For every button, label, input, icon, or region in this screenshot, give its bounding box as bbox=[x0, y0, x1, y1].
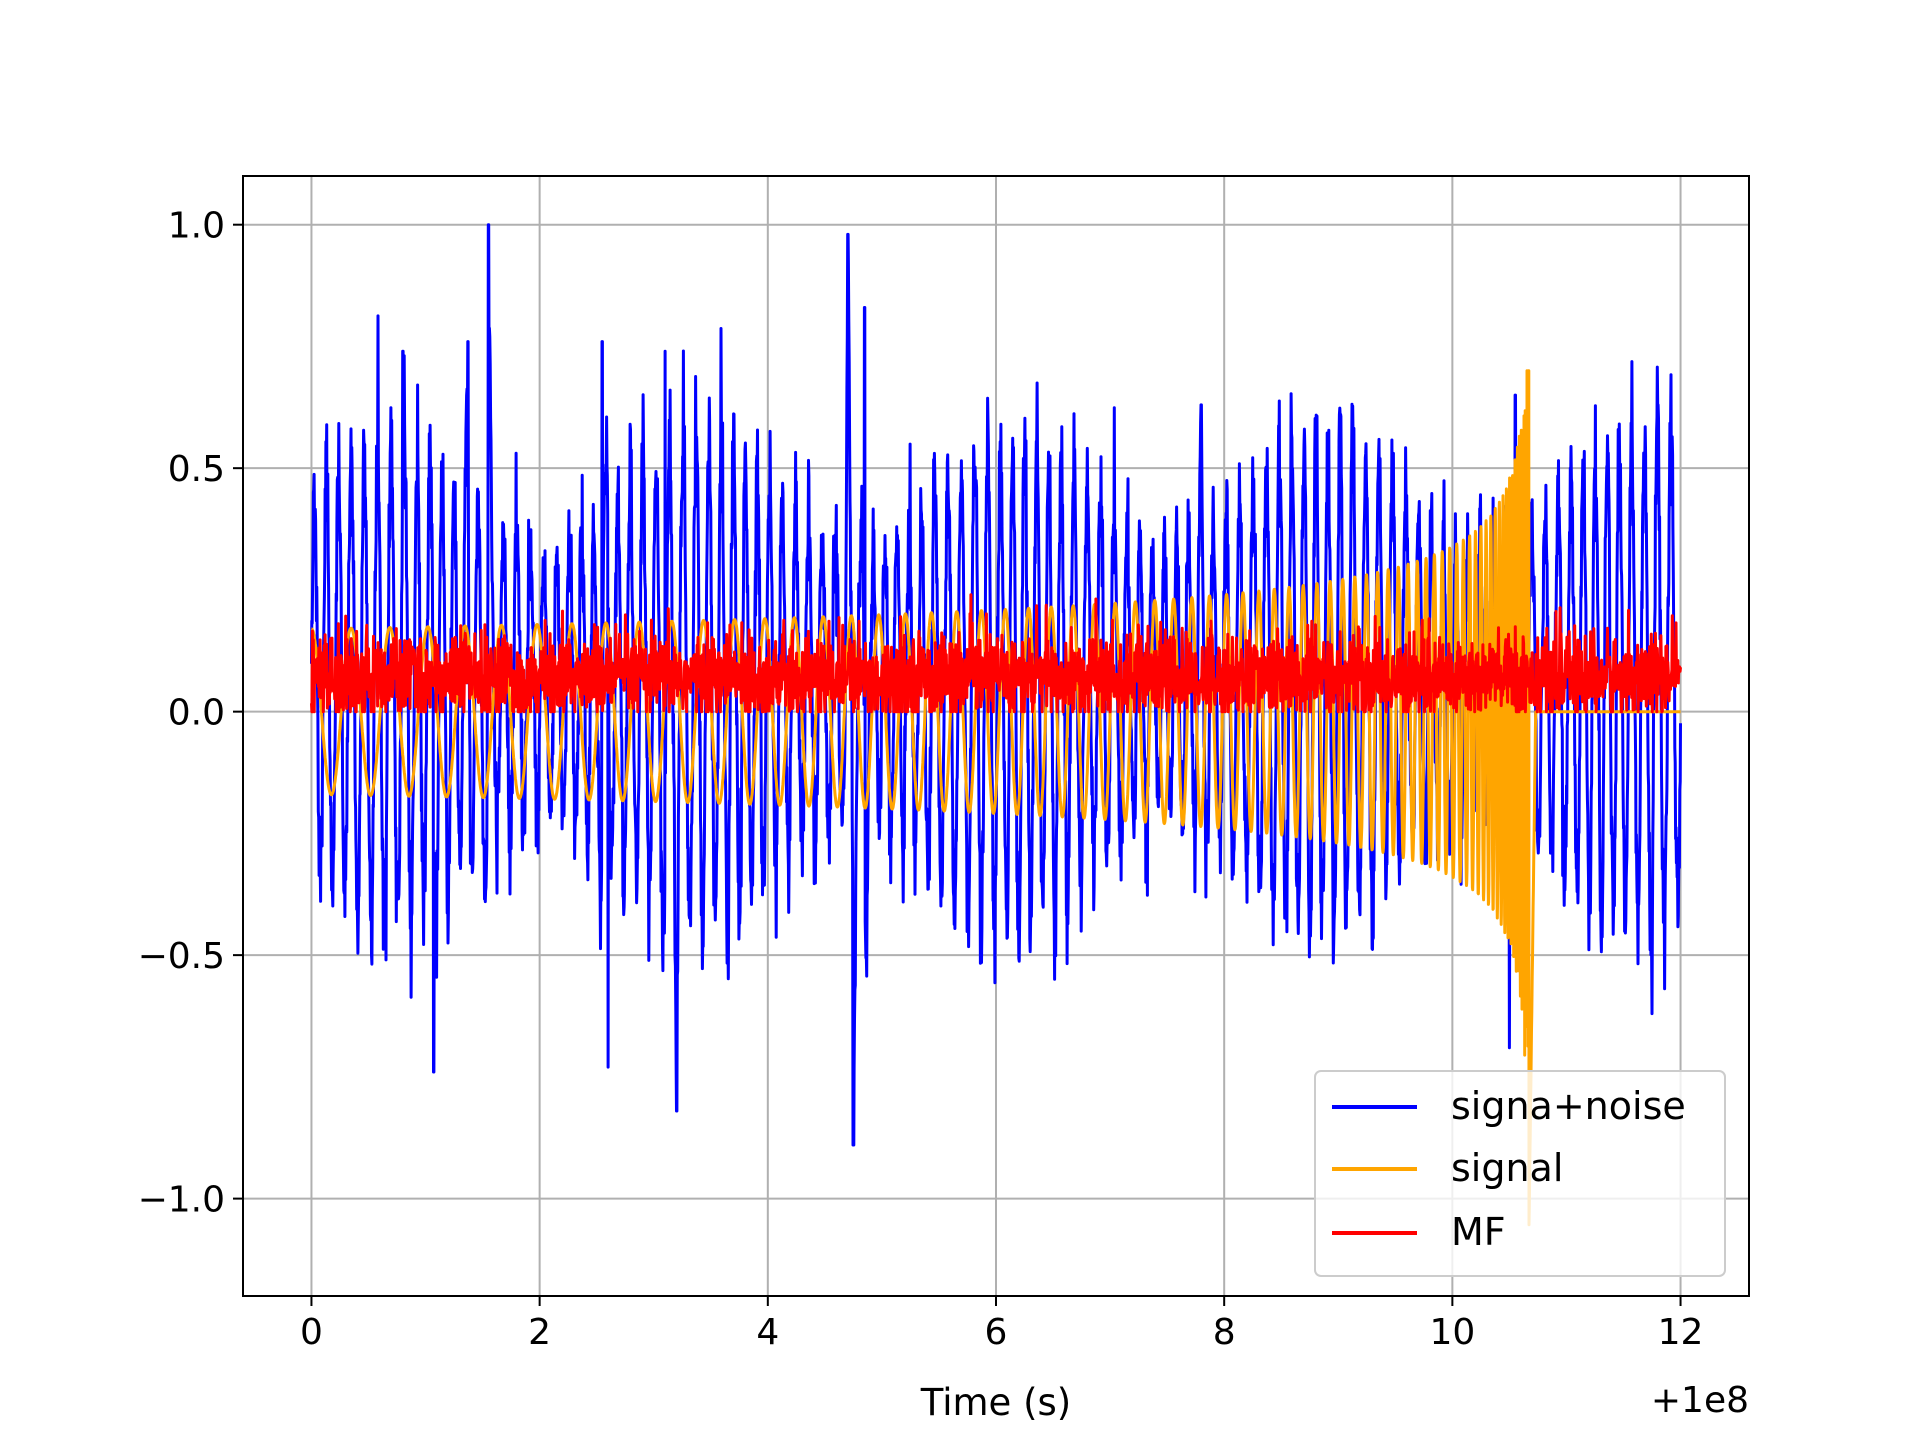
x-tick-label: 4 bbox=[756, 1312, 779, 1353]
x-tick-label: 6 bbox=[985, 1312, 1008, 1353]
y-tick-label: −1.0 bbox=[138, 1180, 225, 1221]
x-axis-label: Time (s) bbox=[920, 1381, 1071, 1424]
y-tick-label: 1.0 bbox=[168, 206, 225, 247]
legend-label-mf: MF bbox=[1451, 1210, 1506, 1254]
y-tick-label: 0.5 bbox=[168, 449, 225, 490]
legend: signa+noise signal MF bbox=[1314, 1070, 1726, 1277]
x-tick-label: 10 bbox=[1429, 1312, 1475, 1353]
legend-box bbox=[1314, 1070, 1726, 1277]
x-ticks: 0 2 4 6 8 10 12 bbox=[300, 1296, 1703, 1353]
x-tick-label: 8 bbox=[1213, 1312, 1236, 1353]
x-tick-label: 0 bbox=[300, 1312, 323, 1353]
y-ticks: 1.0 0.5 0.0 −0.5 −1.0 bbox=[138, 206, 243, 1221]
legend-label-signal: signal bbox=[1451, 1146, 1563, 1190]
y-tick-label: 0.0 bbox=[168, 693, 225, 734]
plot-frame bbox=[242, 175, 1750, 1297]
x-axis-offset-label: +1e8 bbox=[1651, 1380, 1749, 1421]
series-line-signal bbox=[310, 369, 1682, 1227]
y-tick-label: −0.5 bbox=[138, 936, 225, 977]
legend-label-signal-noise: signa+noise bbox=[1451, 1084, 1686, 1128]
x-tick-label: 2 bbox=[528, 1312, 551, 1353]
series-line-mf bbox=[310, 593, 1682, 714]
x-tick-label: 12 bbox=[1658, 1312, 1704, 1353]
plot-area bbox=[310, 223, 1682, 1227]
